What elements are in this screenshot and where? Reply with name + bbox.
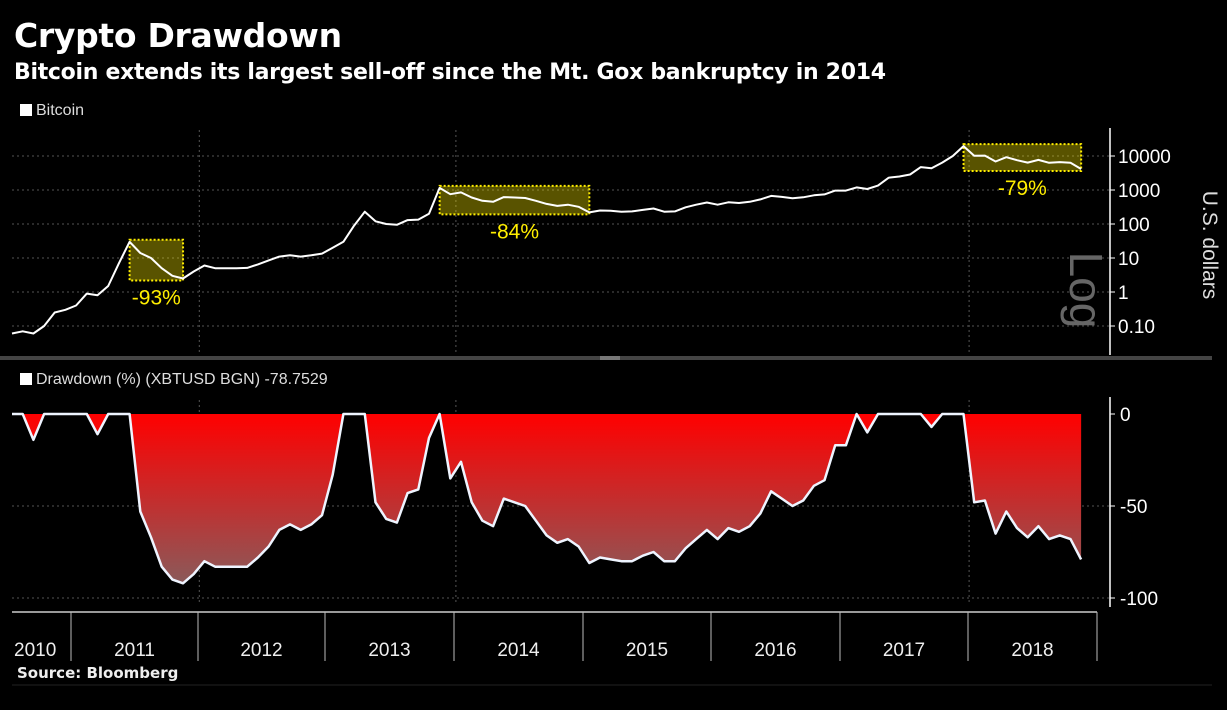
- x-tick-label: 2018: [1011, 640, 1053, 661]
- chart-title: Crypto Drawdown: [14, 16, 342, 55]
- x-tick-label: 2015: [626, 640, 668, 661]
- legend-swatch: [20, 104, 32, 116]
- x-tick-label: 2010: [14, 640, 56, 661]
- ytick-label: 0.10: [1118, 317, 1155, 338]
- legend-drawdown: Drawdown (%) (XBTUSD BGN) -78.7529: [20, 371, 328, 389]
- x-tick-label: 2012: [240, 640, 282, 661]
- annotation-box: [962, 143, 1083, 172]
- ytick-label: 100: [1118, 215, 1150, 236]
- annotation-label: -84%: [490, 220, 539, 243]
- ytick-label: 10000: [1118, 147, 1171, 168]
- x-tick-label: 2014: [497, 640, 540, 661]
- x-tick-label: 2017: [883, 640, 925, 661]
- ytick-label: 10: [1118, 249, 1139, 270]
- annotation-box: [438, 184, 591, 216]
- source-note: Source: Bloomberg: [17, 664, 179, 682]
- ytick-label: 1: [1118, 283, 1129, 304]
- chart-subtitle: Bitcoin extends its largest sell-off sin…: [14, 60, 886, 85]
- annotation-label: -93%: [132, 286, 181, 309]
- ytick-label: -100: [1120, 589, 1158, 610]
- ytick-label: 0: [1120, 405, 1131, 426]
- x-tick-label: 2016: [754, 640, 796, 661]
- panel-resize-handle: [600, 356, 620, 360]
- drawdown-area: [11, 414, 1082, 584]
- x-tick-label: 2011: [114, 640, 155, 661]
- legend-bitcoin: Bitcoin: [20, 102, 84, 120]
- scale-watermark: Log: [1060, 252, 1112, 329]
- ytick-label: -50: [1120, 497, 1147, 518]
- bitcoin-price-line: [11, 145, 1082, 335]
- y-axis-label: U.S. dollars: [1198, 191, 1221, 300]
- annotation-label: -79%: [998, 177, 1047, 200]
- drawdown-line: [12, 412, 1083, 585]
- ytick-label: 1000: [1118, 181, 1160, 202]
- legend-swatch: [20, 373, 32, 385]
- legend-label: Bitcoin: [36, 102, 85, 119]
- x-tick-label: 2013: [368, 640, 410, 661]
- legend-label: Drawdown (%) (XBTUSD BGN) -78.7529: [36, 371, 328, 388]
- annotation-box: [128, 238, 185, 282]
